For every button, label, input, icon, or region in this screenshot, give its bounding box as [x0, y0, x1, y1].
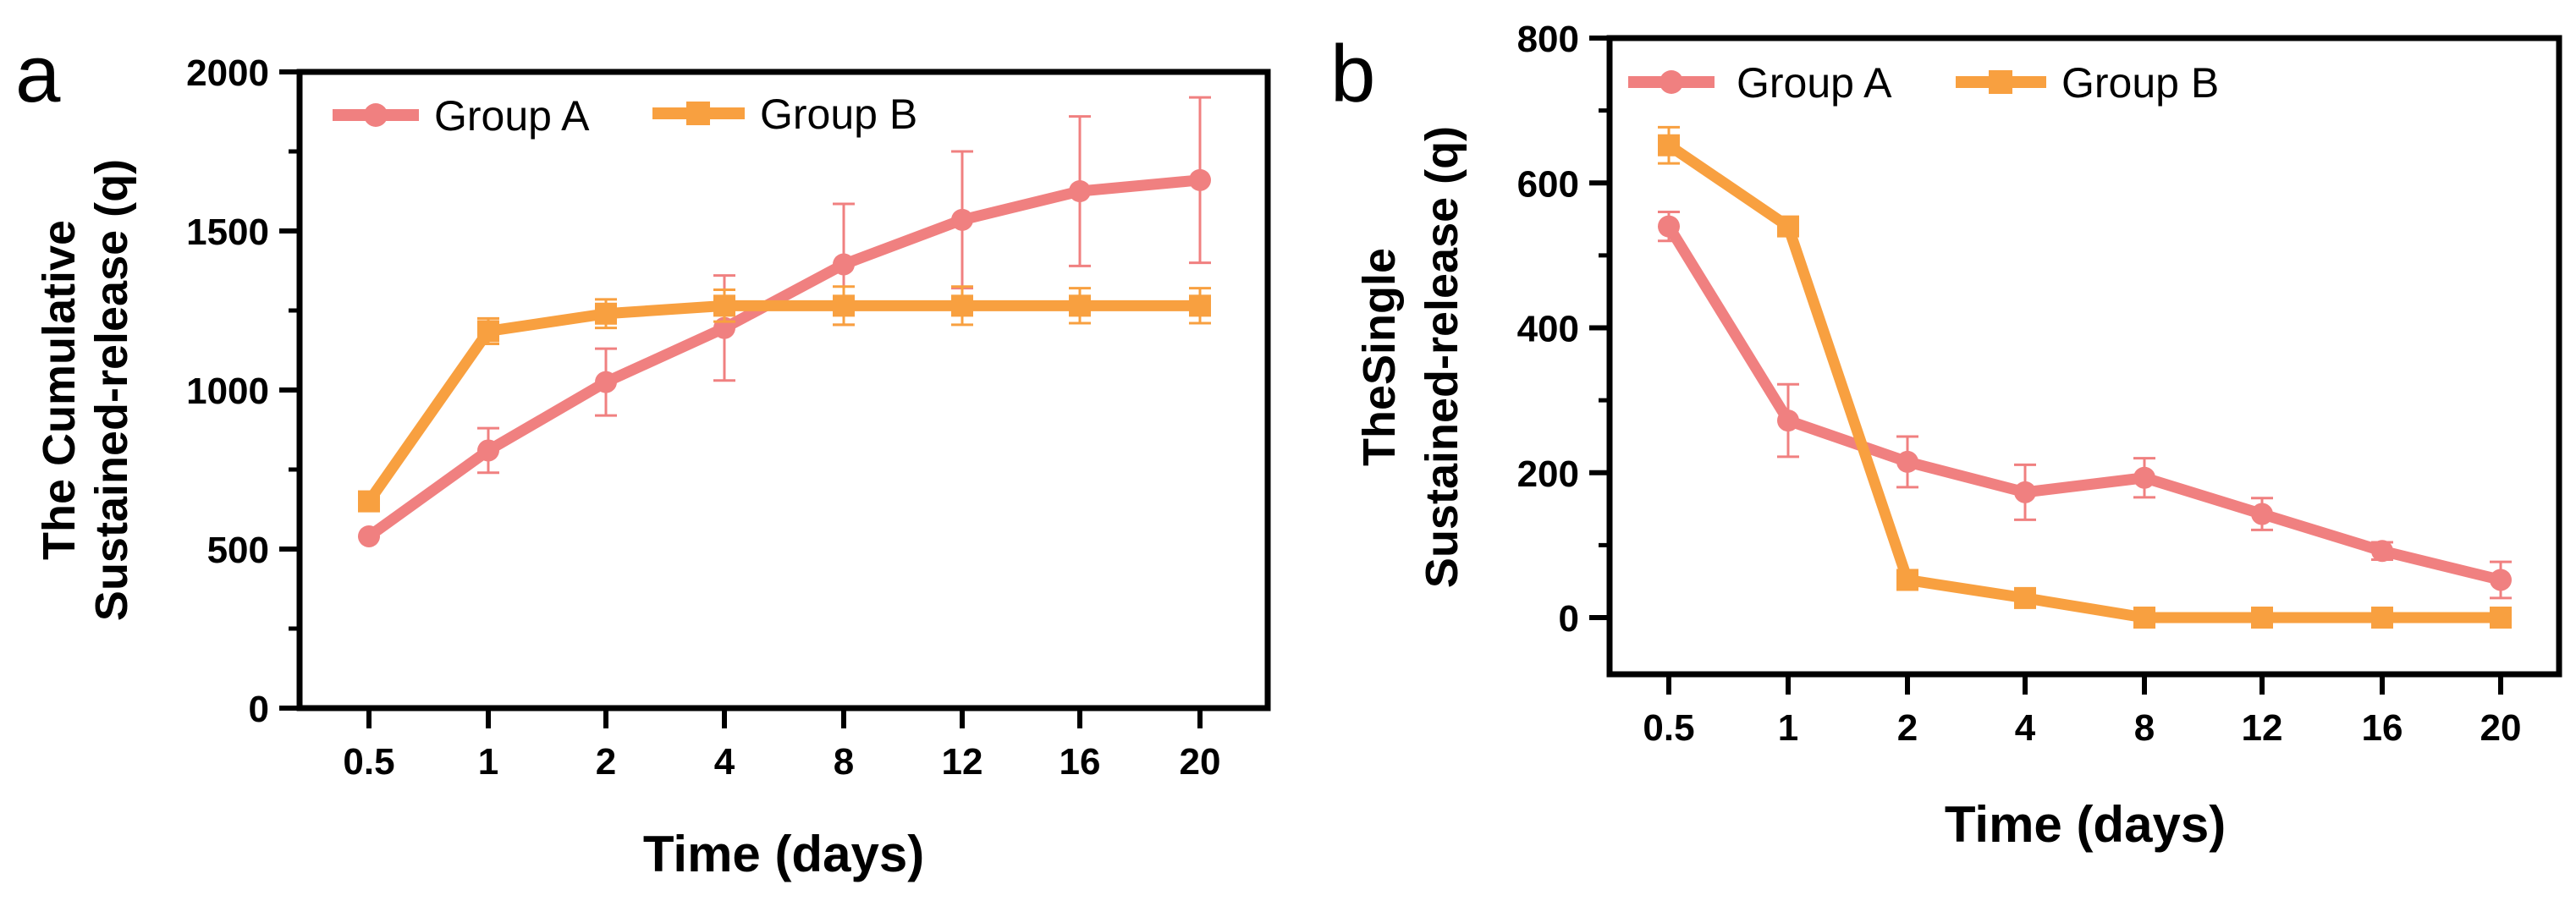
y-tick-label: 200 [1517, 453, 1579, 495]
data-point [951, 294, 973, 317]
x-tick-label: 2 [1897, 707, 1918, 749]
data-point [477, 320, 499, 343]
panel-b-y-axis-title-line1: TheSingle [1354, 248, 1405, 466]
data-point [1189, 168, 1211, 191]
y-tick-label: 0 [1559, 598, 1579, 640]
x-tick-label: 1 [478, 741, 498, 783]
panel-b-legend-group-b: Group B [1956, 59, 2219, 107]
data-point [2133, 466, 2155, 489]
data-point [2133, 607, 2155, 629]
data-point [1896, 569, 1918, 591]
data-point [1069, 180, 1091, 202]
panel-b-letter: b [1330, 29, 1375, 119]
data-point [1896, 450, 1918, 473]
x-tick-label: 0.5 [343, 741, 394, 783]
x-tick-label: 0.5 [1643, 707, 1694, 749]
panel-a-y-axis-title-line1: The Cumulative [34, 220, 85, 560]
series-group-b [358, 285, 1211, 513]
panel-a-legend: Group A Group B [333, 91, 917, 140]
data-point [2490, 569, 2512, 591]
data-point [2014, 481, 2036, 503]
y-tick-label: 800 [1517, 19, 1579, 60]
panel-b-frame [1606, 35, 2562, 678]
legend-label-group-b: Group B [760, 91, 917, 138]
x-tick-label: 12 [2242, 707, 2283, 749]
data-point [595, 302, 617, 325]
series-group-b [1658, 125, 2512, 629]
x-tick-label: 4 [2015, 707, 2036, 749]
x-tick-label: 12 [942, 741, 983, 783]
data-point [713, 294, 735, 317]
data-point [1189, 294, 1211, 317]
y-tick-label: 500 [207, 530, 269, 571]
data-point [477, 439, 499, 462]
series-line [1663, 140, 2507, 624]
x-tick-label: 16 [1060, 741, 1101, 783]
panel-b-x-ticks: 0.5 1 2 4 8 12 16 20 [1643, 674, 2521, 749]
data-point [358, 490, 380, 513]
legend-square-marker [1989, 70, 2012, 94]
x-tick-label: 2 [596, 741, 616, 783]
legend-label-group-a: Group A [434, 92, 590, 140]
series-line [1663, 221, 2507, 585]
y-tick-label: 600 [1517, 163, 1579, 205]
series-group-a [358, 96, 1211, 547]
panel-a-y-ticks: 0 500 1000 1500 2000 [186, 52, 300, 730]
data-point [1658, 215, 1680, 238]
panel-a-x-axis-title: Time (days) [643, 826, 924, 882]
panel-b-legend: Group A Group B [1628, 59, 2219, 107]
data-point [2251, 503, 2273, 525]
data-point [2371, 540, 2393, 563]
x-tick-label: 1 [1778, 707, 1798, 749]
x-tick-label: 20 [2480, 707, 2522, 749]
data-point [2251, 607, 2273, 629]
panel-b-y-axis-title-line2: Sustained-release (q) [1417, 126, 1467, 588]
data-point [1069, 294, 1091, 317]
data-point [358, 525, 380, 547]
panel-b-x-axis-title: Time (days) [1945, 796, 2226, 853]
y-tick-label: 1500 [186, 212, 269, 253]
series-line [363, 174, 1206, 542]
panel-a-letter: a [15, 29, 61, 119]
data-point [833, 253, 855, 276]
y-tick-label: 0 [249, 689, 269, 730]
data-point [2490, 607, 2512, 629]
panel-b-legend-group-a: Group A [1628, 59, 1892, 107]
y-tick-label: 1000 [186, 371, 269, 412]
data-point [2371, 607, 2393, 629]
panel-b-series [1658, 125, 2512, 629]
panel-a-series [358, 96, 1211, 547]
legend-circle-marker [364, 103, 388, 127]
panel-b-y-ticks: 0 200 400 600 800 [1517, 19, 1610, 640]
data-point [951, 208, 973, 231]
data-point [833, 294, 855, 317]
x-tick-label: 8 [2134, 707, 2155, 749]
x-tick-label: 20 [1180, 741, 1221, 783]
data-point [595, 371, 617, 393]
data-point [2014, 586, 2036, 609]
panel-a-x-ticks: 0.5 1 2 4 8 12 16 20 [343, 708, 1220, 783]
x-tick-label: 4 [714, 741, 735, 783]
data-point [1658, 134, 1680, 157]
data-point [1777, 409, 1799, 432]
series-line [363, 299, 1206, 508]
panel-a-legend-group-a: Group A [333, 92, 590, 140]
panel-a-y-axis-title-line2: Sustained-release (q) [86, 159, 137, 621]
x-tick-label: 8 [834, 741, 854, 783]
data-point [1777, 215, 1799, 238]
legend-circle-marker [1660, 70, 1683, 94]
series-group-a [1658, 211, 2512, 600]
legend-square-marker [686, 102, 710, 125]
panel-a-legend-group-b: Group B [652, 91, 917, 138]
x-tick-label: 16 [2362, 707, 2403, 749]
legend-label-group-b: Group B [2061, 59, 2219, 107]
legend-label-group-a: Group A [1737, 59, 1892, 107]
y-tick-label: 400 [1517, 309, 1579, 350]
y-tick-label: 2000 [186, 52, 269, 94]
